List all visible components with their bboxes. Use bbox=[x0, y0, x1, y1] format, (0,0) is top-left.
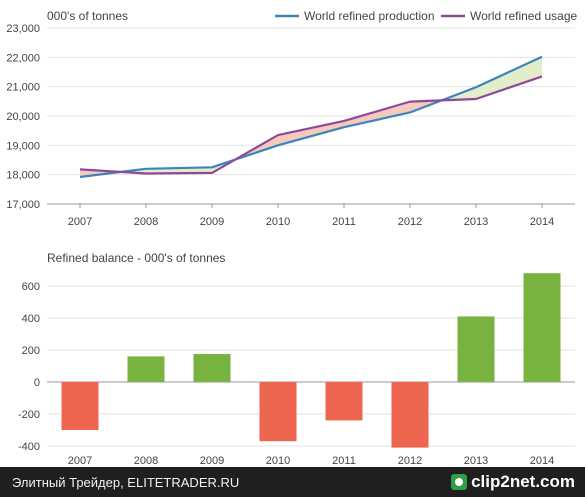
bottom-y-tick-label: -200 bbox=[18, 409, 40, 421]
usage-line bbox=[79, 75, 543, 175]
bottom-x-tick-label: 2012 bbox=[398, 455, 422, 467]
top-x-tick-label: 2007 bbox=[68, 216, 92, 228]
bottom-chart-bars bbox=[61, 273, 561, 448]
top-chart-y-axis: 17,000 18,000 19,000 20,000 21,000 22,000 23,0… bbox=[6, 23, 40, 211]
top-x-tick-label: 2013 bbox=[464, 216, 488, 228]
top-y-tick-label: 19,000 bbox=[6, 140, 40, 152]
balance-bar bbox=[523, 273, 561, 382]
top-fill-segment bbox=[278, 120, 344, 146]
production-line bbox=[79, 55, 543, 179]
bottom-y-tick-label: 200 bbox=[22, 345, 40, 357]
top-x-tick-label: 2014 bbox=[530, 216, 554, 228]
clip2net-logo[interactable]: clip2net.com bbox=[451, 472, 575, 492]
balance-bar bbox=[61, 382, 99, 430]
top-fill-segment bbox=[476, 56, 542, 99]
top-chart-ylabel: 000's of tonnes bbox=[47, 9, 128, 23]
top-fill-segment bbox=[344, 101, 410, 128]
clip2net-logo-text: clip2net.com bbox=[471, 472, 575, 491]
top-x-tick-label: 2011 bbox=[332, 216, 356, 228]
bottom-x-tick-label: 2007 bbox=[68, 455, 92, 467]
chart-figure: 000's of tonnes World refined production… bbox=[6, 9, 578, 467]
bottom-x-tick-label: 2014 bbox=[530, 455, 554, 467]
legend-label: World refined production bbox=[304, 9, 435, 23]
top-chart-grid bbox=[47, 27, 575, 208]
bottom-x-tick-label: 2008 bbox=[134, 455, 158, 467]
bottom-y-tick-label: 400 bbox=[22, 313, 40, 325]
bottom-x-tick-label: 2013 bbox=[464, 455, 488, 467]
top-chart-x-axis: 2007 2008 2009 2010 2011 2012 2013 2014 bbox=[68, 216, 554, 228]
top-y-tick-label: 20,000 bbox=[6, 111, 40, 123]
balance-bar bbox=[193, 354, 231, 382]
bottom-y-tick-label: -400 bbox=[18, 441, 40, 453]
bottom-y-tick-label: 0 bbox=[34, 377, 40, 389]
top-y-tick-label: 21,000 bbox=[6, 82, 40, 94]
top-y-tick-label: 22,000 bbox=[6, 52, 40, 64]
top-y-tick-label: 18,000 bbox=[6, 170, 40, 182]
clip2net-logo-icon bbox=[451, 474, 468, 490]
bottom-x-tick-label: 2011 bbox=[332, 455, 356, 467]
balance-bar bbox=[457, 316, 495, 382]
bottom-x-tick-label: 2010 bbox=[266, 455, 290, 467]
top-chart-legend: World refined production World refined us… bbox=[275, 9, 578, 23]
top-x-tick-label: 2009 bbox=[200, 216, 224, 228]
top-chart-fill-area bbox=[80, 56, 542, 178]
top-x-tick-label: 2010 bbox=[266, 216, 290, 228]
bottom-chart-title: Refined balance - 000's of tonnes bbox=[47, 251, 225, 265]
top-x-tick-label: 2012 bbox=[398, 216, 422, 228]
top-y-tick-label: 23,000 bbox=[6, 23, 40, 35]
balance-bar bbox=[127, 356, 165, 382]
top-x-tick-label: 2008 bbox=[134, 216, 158, 228]
bottom-y-tick-label: 600 bbox=[22, 281, 40, 293]
footer-caption: Элитный Трейдер, ELITETRADER.RU bbox=[12, 474, 240, 490]
legend-label: World refined usage bbox=[470, 9, 578, 23]
bottom-x-tick-label: 2009 bbox=[200, 455, 224, 467]
bottom-chart-x-axis: 2007 2008 2009 2010 2011 2012 2013 2014 bbox=[68, 455, 554, 467]
bottom-chart-y-axis: -400 -200 0 200 400 600 bbox=[18, 281, 40, 453]
footer-bar: Элитный Трейдер, ELITETRADER.RU clip2net… bbox=[0, 467, 585, 497]
balance-bar bbox=[391, 382, 429, 448]
top-chart-lines bbox=[79, 55, 543, 179]
top-y-tick-label: 17,000 bbox=[6, 199, 40, 211]
balance-bar bbox=[325, 382, 363, 421]
balance-bar bbox=[259, 382, 297, 442]
bottom-chart-grid bbox=[47, 285, 575, 447]
